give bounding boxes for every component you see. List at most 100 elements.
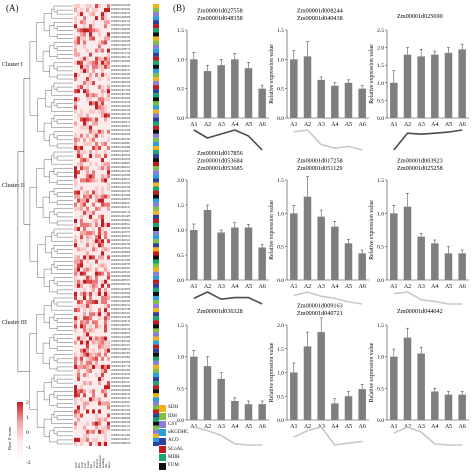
heatmap-cell (104, 308, 107, 313)
heatmap-cell (107, 214, 110, 219)
gene-family-cell (153, 117, 159, 122)
gene-title: Zm00001d053685 (197, 165, 243, 172)
heatmap-cell (77, 328, 80, 333)
heatmap-cell (92, 405, 95, 410)
heatmap-cell (77, 429, 80, 434)
heatmap-cell (74, 312, 77, 317)
heatmap-cell (107, 243, 110, 248)
y-axis-label: Relative expression value (269, 44, 275, 104)
x-tick-label: A6 (358, 424, 365, 430)
heatmap-cell (74, 8, 77, 13)
gene-family-cell (153, 417, 159, 422)
legend-swatch (159, 404, 166, 412)
gene-family-cell (153, 202, 159, 207)
dendrogram-branch (49, 65, 58, 78)
heatmap-cell (101, 308, 104, 313)
gene-id-label: Zm00001d022270 (111, 425, 131, 429)
heatmap-cell (104, 93, 107, 98)
heatmap-cell (77, 247, 80, 252)
heatmap-cell (95, 425, 98, 430)
y-tick-label: 2.5 (377, 28, 384, 34)
heatmap-cell (98, 36, 101, 41)
heatmap-cell (83, 166, 86, 171)
heatmap-cell (80, 149, 83, 155)
heatmap-cell (95, 433, 98, 438)
x-tick-label: A4 (431, 284, 438, 290)
heatmap-cell (86, 89, 89, 94)
bar (431, 391, 439, 420)
heatmap-cell (77, 332, 80, 337)
legend-label: αKGDHC (168, 430, 189, 436)
heatmap-cell (104, 32, 107, 37)
heatmap-cell (101, 154, 104, 159)
heatmap-cell (77, 117, 80, 122)
heatmap-cell (107, 20, 110, 25)
heatmap-cell (83, 425, 86, 430)
gene-family-cell (153, 255, 159, 260)
y-tick-label: 0.0 (177, 278, 184, 284)
heatmap-cell (89, 413, 92, 418)
legend-item: ACO (159, 437, 179, 445)
heatmap-cell (107, 44, 110, 49)
heatmap-cell (95, 52, 98, 57)
heatmap-cell (80, 145, 83, 151)
heatmap-cell (77, 113, 80, 118)
heatmap-cell (74, 441, 77, 447)
y-tick-label: 1.0 (277, 371, 284, 377)
dendrogram-branch (56, 212, 73, 218)
heatmap-cell (95, 287, 98, 292)
heatmap-cell (101, 239, 104, 244)
bar (244, 404, 253, 420)
heatmap-cell (92, 93, 95, 98)
heatmap-cell (89, 356, 92, 361)
heatmap-cell (95, 186, 98, 191)
bar (344, 243, 353, 280)
y-tick-label: 2.0 (277, 323, 284, 329)
heatmap-cell (77, 397, 80, 402)
heatmap-cell (98, 154, 101, 159)
heatmap-cell (107, 291, 110, 297)
gene-id-label: Zm00001d002796 (111, 242, 131, 246)
heatmap-cell (107, 437, 110, 442)
heatmap-cell (80, 255, 83, 260)
heatmap-cell (95, 36, 98, 41)
heatmap-cell (89, 320, 92, 325)
heatmap-cell (86, 109, 89, 114)
trend-line (193, 291, 263, 305)
heatmap-cell (101, 16, 104, 21)
heatmap-cell (74, 40, 77, 45)
heatmap-cell (101, 113, 104, 118)
heatmap-cell (104, 174, 107, 179)
heatmap-cell (77, 105, 80, 110)
heatmap-cell (107, 93, 110, 98)
heatmap-cell (89, 218, 92, 224)
heatmap-cell (80, 36, 83, 41)
dendrogram-branch (53, 411, 73, 418)
heatmap-cell (89, 105, 92, 110)
dendrogram-branch (49, 280, 58, 293)
heatmap-cell (107, 312, 110, 317)
heatmap-cell (95, 202, 98, 207)
heatmap-cell (98, 214, 101, 219)
gene-id-label: Zm00001d029381 (111, 141, 131, 145)
gene-id-label: Zm00001d009512 (111, 303, 131, 307)
heatmap-cell (92, 227, 95, 232)
gene-id-label: Zm00001d003923 (111, 80, 131, 84)
heatmap-cell (83, 271, 86, 276)
heatmap-cell (86, 271, 89, 276)
heatmap-cell (83, 56, 86, 61)
heatmap-cell (80, 32, 83, 37)
heatmap-cell (92, 129, 95, 134)
gene-family-cell (153, 137, 159, 142)
heatmap-cell (104, 186, 107, 191)
gene-id-label: Zm00001d045133 (111, 397, 131, 401)
dendrogram-branch (53, 427, 73, 435)
x-tick-label: A4 (431, 122, 438, 128)
heatmap-cell (98, 324, 101, 329)
heatmap-cell (98, 105, 101, 110)
heatmap-cell (89, 109, 92, 114)
heatmap-cell (101, 377, 104, 382)
heatmap-cell (74, 210, 77, 215)
heatmap-cell (101, 133, 104, 138)
